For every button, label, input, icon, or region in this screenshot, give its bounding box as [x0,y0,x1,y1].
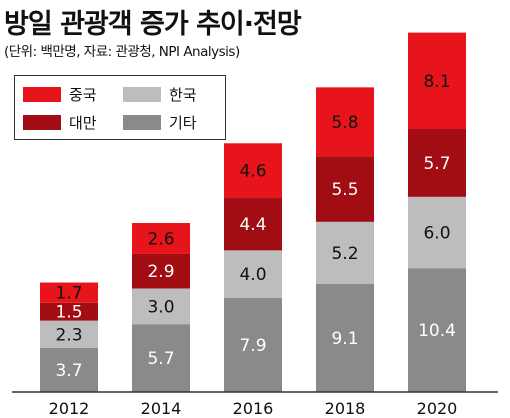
legend-item-china: 중국 [23,84,97,105]
legend-item-taiwan: 대만 [23,112,97,133]
value-label-china-2018: 5.8 [331,113,358,133]
legend-label-korea: 한국 [169,86,197,104]
value-label-taiwan-2016: 4.4 [239,215,266,235]
x-tick-label-2020: 2020 [417,399,458,418]
bar-korea-2016 [224,250,282,298]
x-tick-label-2016: 2016 [233,399,274,418]
legend-item-other: 기타 [123,112,197,133]
bar-korea-2020 [408,196,466,269]
value-label-taiwan-2018: 5.5 [331,180,358,200]
legend-label-taiwan: 대만 [69,114,97,132]
value-label-other-2016: 7.9 [239,336,266,356]
bar-china-2012 [40,282,98,303]
legend-swatch-taiwan [23,115,61,130]
value-label-korea-2014: 3.0 [147,297,174,317]
legend-swatch-korea [123,87,161,102]
legend-swatch-china [23,87,61,102]
value-label-korea-2018: 5.2 [331,244,358,264]
bar-other-2020 [408,268,466,392]
value-label-taiwan-2012: 1.5 [55,303,82,323]
value-label-other-2018: 9.1 [331,329,358,349]
bar-korea-2014 [132,288,190,325]
bar-taiwan-2018 [316,156,374,222]
bar-korea-2012 [40,320,98,348]
bar-other-2016 [224,297,282,392]
value-label-other-2020: 10.4 [418,321,456,341]
bar-taiwan-2012 [40,302,98,321]
x-tick-label-2012: 2012 [49,399,90,418]
legend: 중국 한국 대만 기타 [14,75,226,140]
x-tick-label-2018: 2018 [325,399,366,418]
value-label-china-2012: 1.7 [55,284,82,304]
bar-other-2018 [316,283,374,392]
bar-china-2018 [316,87,374,157]
value-label-china-2016: 4.6 [239,162,266,182]
value-label-taiwan-2014: 2.9 [147,262,174,282]
value-label-china-2014: 2.6 [147,229,174,249]
bar-other-2012 [40,347,98,392]
chart-title: 방일 관광객 증가 추이·전망 [4,9,302,40]
value-label-china-2020: 8.1 [423,72,450,92]
bar-taiwan-2016 [224,198,282,251]
value-label-korea-2012: 2.3 [55,325,82,345]
bar-taiwan-2020 [408,129,466,197]
x-tick-label-2014: 2014 [141,399,182,418]
legend-swatch-other [123,115,161,130]
value-label-korea-2016: 4.0 [239,265,266,285]
value-label-korea-2020: 6.0 [423,224,450,244]
legend-label-other: 기타 [169,114,197,132]
legend-item-korea: 한국 [123,84,197,105]
bar-korea-2018 [316,221,374,284]
bar-other-2014 [132,324,190,392]
chart-subtitle: (단위: 백만명, 자료: 관광청, NPI Analysis) [4,44,240,60]
value-label-other-2014: 5.7 [147,349,174,369]
bar-taiwan-2014 [132,253,190,289]
legend-label-china: 중국 [69,86,97,104]
bar-china-2014 [132,223,190,254]
bar-china-2020 [408,32,466,130]
value-label-taiwan-2020: 5.7 [423,154,450,174]
value-label-other-2012: 3.7 [55,361,82,381]
bar-china-2016 [224,143,282,199]
